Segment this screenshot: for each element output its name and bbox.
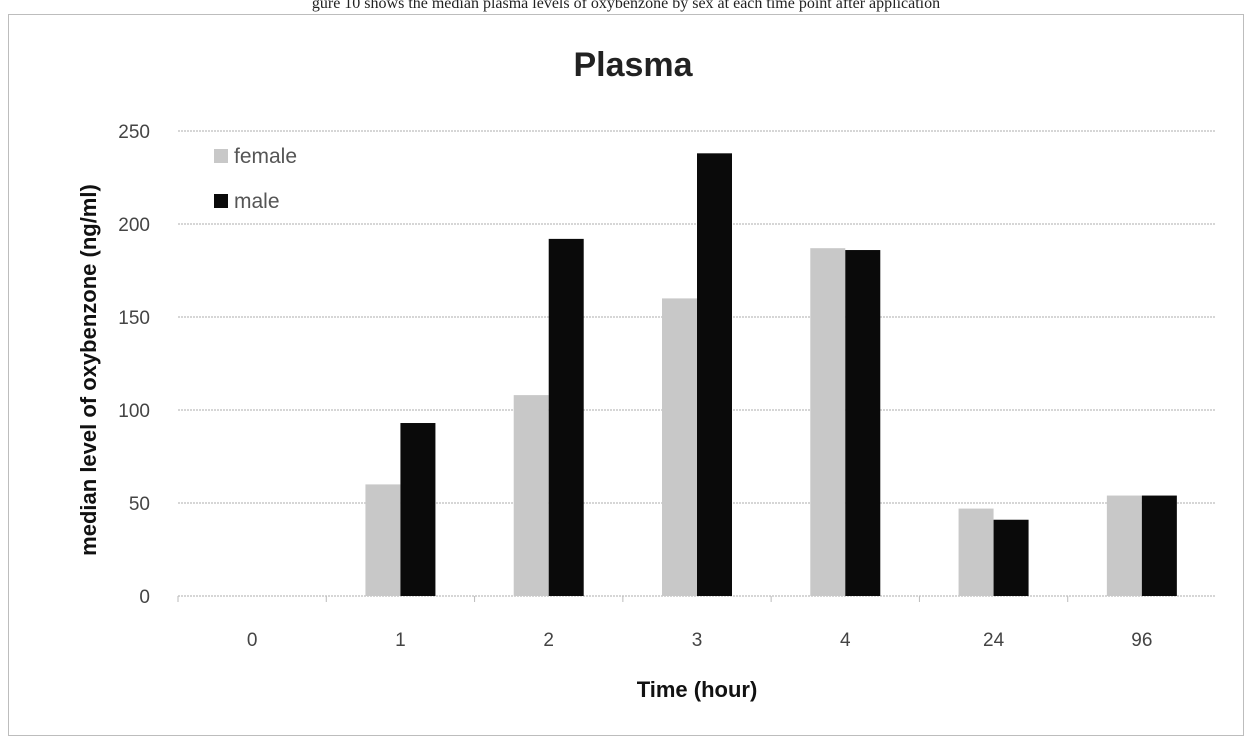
y-tick-label: 100	[118, 401, 150, 422]
figure-caption: gure 10 shows the median plasma levels o…	[311, 0, 941, 12]
bar-male	[1141, 495, 1177, 596]
bar-male	[697, 153, 732, 596]
bar-female	[662, 298, 697, 596]
x-tick-label: 2	[543, 630, 554, 651]
legend: female male	[214, 145, 297, 213]
y-tick-label: 0	[139, 587, 150, 608]
y-tick-labels: 0 50 100 150 200 250	[118, 122, 150, 608]
bar-female	[810, 248, 846, 596]
legend-swatch-female	[214, 149, 228, 163]
y-tick-label: 150	[118, 308, 150, 329]
chart-frame	[8, 14, 1244, 736]
y-tick-label: 250	[118, 122, 150, 143]
legend-label-male: male	[234, 190, 280, 213]
x-axis-label: Time (hour)	[637, 677, 758, 702]
y-axis-label: median level of oxybenzone (ng/ml)	[76, 184, 101, 556]
bar-male	[993, 519, 1029, 596]
chart-title: Plasma	[573, 46, 693, 84]
legend-label-female: female	[234, 145, 297, 168]
y-tick-label: 200	[118, 215, 150, 236]
bar-female	[365, 484, 401, 596]
x-tick-labels: 0 1 2 3 4 24 96	[177, 596, 1152, 651]
x-tick-label: 0	[247, 630, 258, 651]
y-tick-label: 50	[129, 494, 150, 515]
bar-male	[400, 423, 436, 596]
x-tick-label: 96	[1131, 630, 1152, 651]
bar-female	[1106, 495, 1142, 596]
bar-female	[958, 508, 994, 596]
legend-swatch-male	[214, 194, 228, 208]
x-tick-label: 4	[840, 630, 851, 651]
x-tick-label: 1	[395, 630, 406, 651]
bar-female	[513, 395, 549, 596]
x-tick-label: 3	[692, 630, 703, 651]
bar-male	[845, 250, 881, 597]
bars	[365, 153, 1177, 597]
bar-male	[548, 238, 584, 596]
x-tick-label: 24	[983, 630, 1005, 651]
